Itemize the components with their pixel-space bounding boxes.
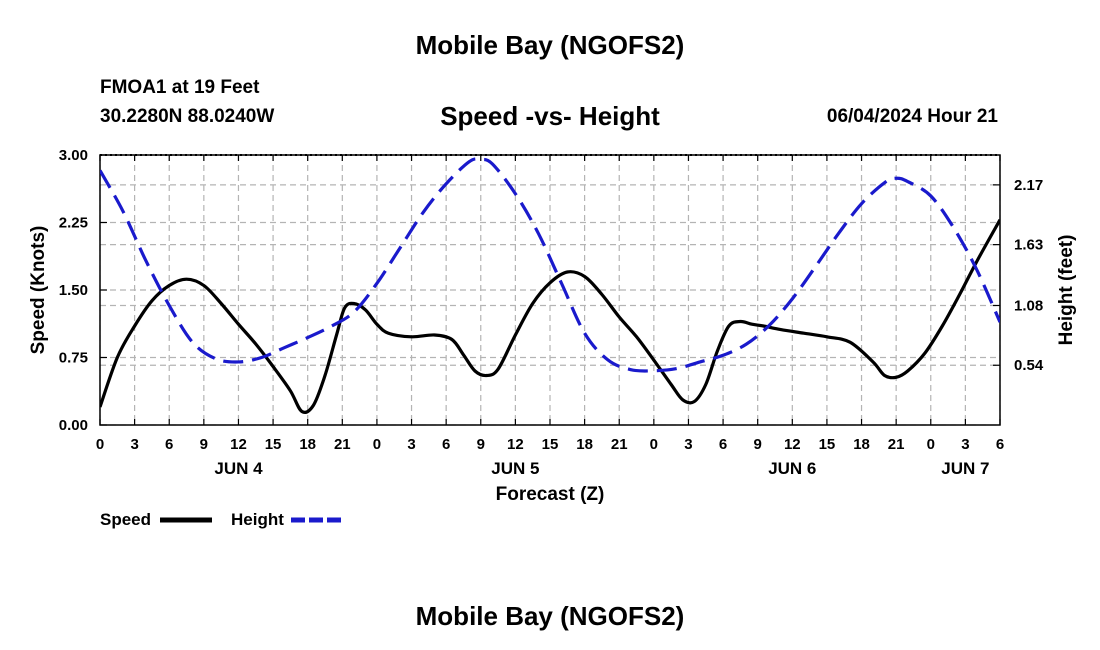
x-tick-label: 3	[684, 436, 692, 453]
x-tick-label: 3	[407, 436, 415, 453]
y2-tick-label: 2.17	[1014, 177, 1043, 194]
y2-tick-label: 0.54	[1014, 357, 1044, 374]
x-tick-label: 0	[927, 436, 935, 453]
x-tick-label: 15	[819, 436, 836, 453]
x-tick-label: 6	[165, 436, 173, 453]
y2-tick-label: 1.63	[1014, 237, 1043, 254]
y2-tick-label: 1.08	[1014, 297, 1043, 314]
x-tick-label: 0	[373, 436, 381, 453]
y-tick-label: 1.50	[59, 282, 88, 299]
height-series-line	[100, 157, 1000, 373]
x-axis-title: Forecast (Z)	[496, 484, 605, 505]
x-tick-label: 21	[611, 436, 628, 453]
y-tick-label: 0.00	[59, 417, 88, 434]
x-tick-label: 21	[888, 436, 905, 453]
x-tick-label: 0	[96, 436, 104, 453]
x-tick-label: 3	[130, 436, 138, 453]
x-tick-label: 12	[507, 436, 524, 453]
station-label: FMOA1 at 19 Feet	[100, 77, 260, 98]
y-tick-label: 2.25	[59, 215, 88, 232]
chart-title: Mobile Bay (NGOFS2)	[415, 30, 685, 60]
x-tick-label: 9	[200, 436, 208, 453]
x-tick-label: 15	[542, 436, 559, 453]
x-tick-label: 18	[576, 436, 593, 453]
footer-title: Mobile Bay (NGOFS2)	[415, 601, 685, 631]
x-tick-label: 21	[334, 436, 351, 453]
speed-series-line	[100, 219, 1000, 414]
x-tick-label: 18	[299, 436, 316, 453]
x-tick-label: 0	[650, 436, 658, 453]
x-tick-label: 3	[961, 436, 969, 453]
station-coords: 30.2280N 88.0240W	[100, 106, 275, 127]
y2-axis-title: Height (feet)	[1056, 235, 1077, 346]
day-label: JUN 5	[491, 459, 539, 478]
x-tick-label: 12	[784, 436, 801, 453]
day-label: JUN 7	[941, 459, 989, 478]
chart-subtitle: Speed -vs- Height	[440, 101, 660, 131]
y-axis-title: Speed (Knots)	[28, 226, 49, 355]
x-tick-label: 9	[754, 436, 762, 453]
x-tick-label: 6	[996, 436, 1004, 453]
day-label: JUN 4	[214, 459, 263, 478]
x-tick-label: 12	[230, 436, 247, 453]
x-tick-label: 15	[265, 436, 282, 453]
legend-height-label: Height	[231, 510, 284, 529]
x-tick-label: 6	[442, 436, 450, 453]
y-tick-label: 0.75	[59, 350, 88, 367]
legend-speed-label: Speed	[100, 510, 151, 529]
speed-height-chart: 0 3 6 9 12 15 18 21 0 3 6 9 12 15 18 21 0 3 6 9 12 15 18 21 0 3 6J…	[28, 147, 1077, 529]
x-tick-label: 18	[853, 436, 870, 453]
forecast-timestamp: 06/04/2024 Hour 21	[826, 106, 998, 127]
x-tick-label: 6	[719, 436, 727, 453]
y-tick-label: 3.00	[59, 147, 88, 164]
x-tick-label: 9	[477, 436, 485, 453]
day-label: JUN 6	[768, 459, 816, 478]
